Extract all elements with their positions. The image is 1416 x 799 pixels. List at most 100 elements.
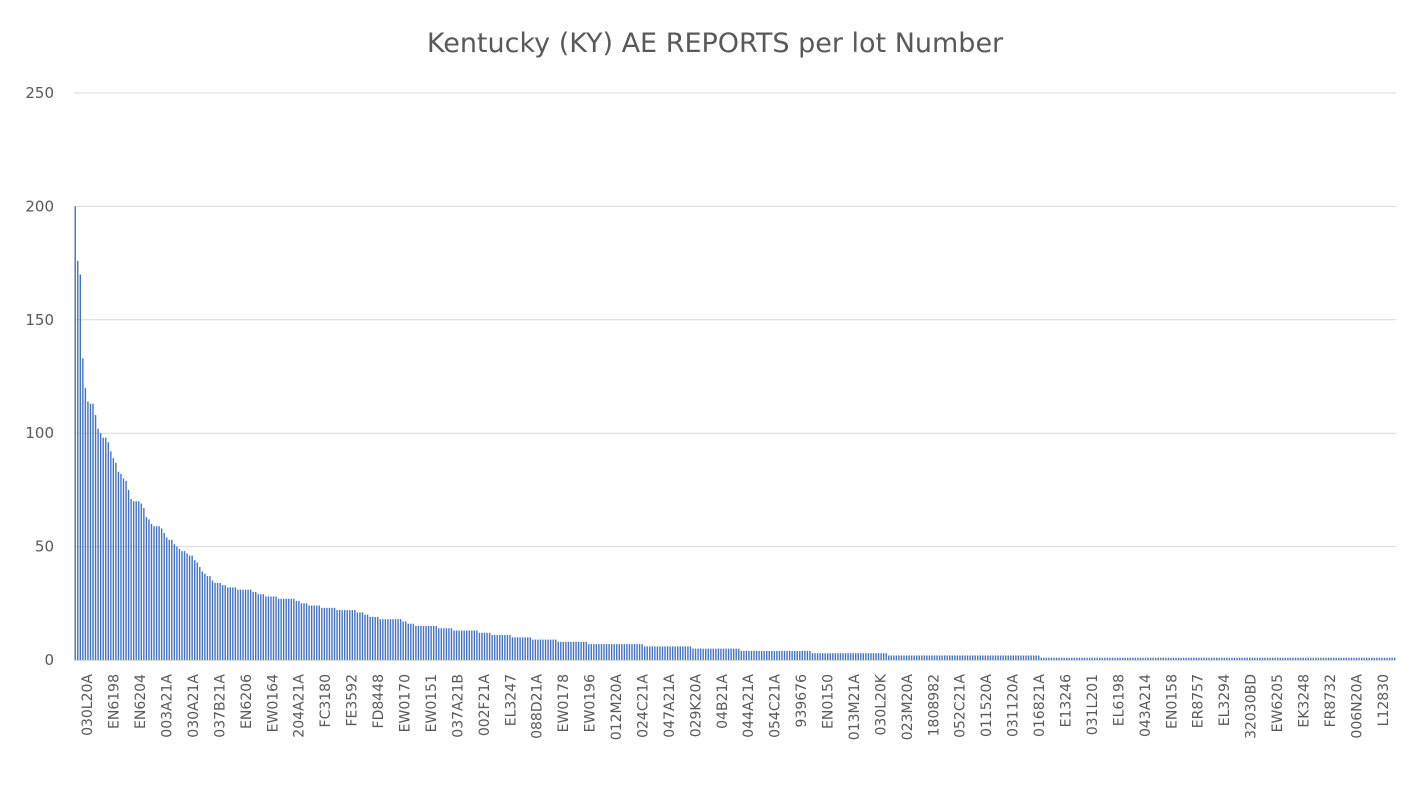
bar [1299,657,1302,660]
bar [1167,657,1170,660]
bar [488,632,491,660]
bar [191,555,193,660]
bar [445,628,448,660]
bar [1002,655,1004,660]
bar [687,646,689,660]
bar [160,528,163,660]
bar [1277,657,1279,660]
bar [829,653,831,660]
bar [720,648,722,660]
bar [255,591,257,660]
bar [135,501,137,660]
bar [318,605,320,660]
bar [987,655,989,660]
bar [727,648,730,660]
bar [247,589,249,660]
bar [440,628,442,660]
x-tick-label: 043A214 [1138,674,1154,737]
bar [694,648,697,660]
bar [1010,655,1012,660]
bar [893,655,895,660]
bar [1116,657,1119,660]
bar [933,655,936,660]
bar [1307,657,1309,660]
bar [654,646,656,660]
bar [115,462,117,660]
bar [705,648,707,660]
x-tick-label: 031L201 [1085,674,1101,735]
bar [74,206,76,660]
bar [458,630,460,660]
bar [450,628,453,660]
bar [130,498,132,660]
bar [1355,657,1358,660]
bar [171,539,173,660]
bar [1366,657,1368,660]
y-tick-label: 0 [44,651,54,669]
bar [974,655,976,660]
bar [143,508,145,660]
bar [577,641,580,660]
bar [697,648,699,660]
bar [265,596,267,660]
bar [600,644,603,660]
bar [1096,657,1098,660]
bar [1350,657,1353,660]
x-tick-label: EN6206 [239,674,255,729]
bar [1109,657,1111,660]
bar [511,637,514,660]
bar [549,639,552,660]
bar [674,646,676,660]
bar [816,653,819,660]
bar [1269,657,1271,660]
bar [394,619,397,660]
bar [397,619,399,660]
bar [1236,657,1238,660]
bar [786,650,788,660]
bar [1119,657,1121,660]
bar [387,619,389,660]
bar [211,580,214,660]
bar [982,655,984,660]
bar [349,610,351,660]
bar [788,650,791,660]
bar [359,612,361,660]
bar [1086,657,1088,660]
bar [1210,657,1213,660]
x-tick-label: 016821A [1032,674,1048,737]
x-tick-label: EN6204 [133,674,149,729]
bar [1345,657,1348,660]
bar [956,655,959,660]
bar [354,610,356,660]
bar [839,653,842,660]
y-axis-ticks: 0 50 100 150 200 250 [25,84,54,669]
bar [916,655,918,660]
bar [374,616,376,660]
bar [331,607,333,660]
bar [338,610,341,660]
bar [1243,657,1246,660]
x-tick-label: 006N20A [1349,674,1365,739]
bar [532,639,534,660]
x-tick-label: EW0151 [424,674,440,732]
bar [521,637,524,660]
bar [166,537,168,660]
bar [1312,657,1315,660]
bar [1358,657,1360,660]
bar [618,644,620,660]
bar [1363,657,1365,660]
x-tick-label: 024C21A [635,674,651,738]
bar [158,526,160,660]
bar [478,632,481,660]
bar [176,546,178,660]
bar [755,650,758,660]
bar [1271,657,1274,660]
bar [943,655,946,660]
bar [936,655,938,660]
bar [1190,657,1192,660]
bar [1332,657,1335,660]
bar [1213,657,1215,660]
bar [529,637,531,660]
bar [407,623,409,660]
bar [844,653,847,660]
